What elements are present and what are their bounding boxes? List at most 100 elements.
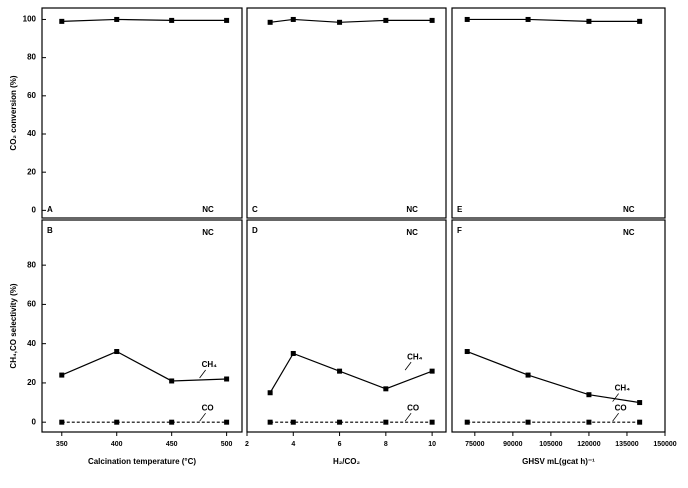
- y-tick-label: 0: [32, 417, 37, 426]
- marker: [383, 419, 389, 425]
- marker: [383, 386, 389, 392]
- series-line: [466, 350, 640, 404]
- label-leader: [199, 412, 206, 422]
- panel-label: F: [457, 226, 462, 235]
- x-tick-label: 150000: [653, 441, 676, 448]
- panel-label: B: [47, 226, 53, 235]
- label-leader: [612, 393, 619, 402]
- x-tick-label: 450: [166, 441, 178, 448]
- marker: [337, 19, 343, 25]
- panel-label: A: [47, 205, 53, 214]
- marker: [169, 419, 175, 425]
- marker: [586, 419, 592, 425]
- y-tick-label: 20: [27, 378, 36, 387]
- marker: [114, 419, 120, 425]
- y-tick-label: 60: [27, 91, 36, 100]
- x-tick-label: 105000: [539, 441, 562, 448]
- y-tick-label: 100: [23, 15, 37, 24]
- x-tick-label: 10: [428, 441, 436, 448]
- x-axis-label: Calcination temperature (°C): [88, 457, 196, 466]
- panel-frame: [41, 219, 243, 433]
- series-line: [467, 18, 640, 22]
- annotation: NC: [623, 205, 635, 214]
- marker: [169, 378, 175, 384]
- marker: [586, 18, 592, 24]
- marker: [637, 18, 643, 24]
- marker: [337, 368, 343, 374]
- panel-label: E: [457, 205, 463, 214]
- y-tick-label: 20: [27, 167, 36, 176]
- x-tick-label: 500: [221, 441, 233, 448]
- marker: [59, 18, 65, 24]
- panel-frame: [246, 219, 447, 433]
- x-tick-label: 120000: [577, 441, 600, 448]
- series-label: CH₄: [615, 384, 631, 393]
- marker: [525, 16, 531, 22]
- marker: [464, 349, 470, 355]
- y-tick-label: 40: [27, 339, 36, 348]
- marker: [59, 372, 65, 378]
- y-axis-label: CH₄,CO selectivity (%): [9, 283, 18, 369]
- x-tick-label: 400: [111, 441, 123, 448]
- annotation: NC: [202, 228, 214, 237]
- marker: [59, 419, 65, 425]
- x-tick-label: 90000: [503, 441, 523, 448]
- x-tick-label: 350: [56, 441, 68, 448]
- marker: [290, 16, 296, 22]
- y-tick-label: 40: [27, 129, 36, 138]
- annotation: NC: [623, 228, 635, 237]
- panel-label: C: [252, 205, 258, 214]
- x-tick-label: 135000: [615, 441, 638, 448]
- marker: [429, 368, 435, 374]
- x-tick-label: 75000: [465, 441, 485, 448]
- annotation: NC: [202, 205, 214, 214]
- y-axis-label: CO₂ conversion (%): [9, 75, 18, 150]
- annotation: NC: [406, 228, 418, 237]
- marker: [169, 17, 175, 23]
- marker: [464, 419, 470, 425]
- label-leader: [612, 412, 619, 422]
- panel-frame: [451, 7, 666, 219]
- series-line: [61, 18, 227, 22]
- marker: [224, 419, 230, 425]
- marker: [290, 350, 296, 356]
- series-label: CH₄: [407, 352, 423, 361]
- marker: [224, 17, 230, 23]
- marker: [114, 16, 120, 22]
- label-leader: [404, 361, 412, 371]
- marker: [586, 392, 592, 398]
- y-tick-label: 80: [27, 53, 36, 62]
- y-tick-label: 80: [27, 260, 36, 269]
- marker: [383, 17, 389, 23]
- label-leader: [199, 369, 206, 379]
- marker: [525, 372, 531, 378]
- marker: [637, 400, 643, 406]
- marker: [114, 349, 120, 355]
- marker: [337, 419, 343, 425]
- series-label: CH₄: [202, 360, 218, 369]
- marker: [267, 419, 273, 425]
- marker: [224, 376, 230, 382]
- x-tick-label: 2: [245, 441, 249, 448]
- marker: [267, 390, 273, 396]
- label-leader: [404, 412, 412, 422]
- x-axis-label: H₂/CO₂: [333, 457, 361, 466]
- panel-frame: [41, 7, 243, 219]
- x-tick-label: 4: [291, 441, 295, 448]
- x-tick-label: 6: [338, 441, 342, 448]
- y-tick-label: 0: [32, 205, 37, 214]
- series-label: CO: [407, 403, 419, 412]
- marker: [464, 16, 470, 22]
- marker: [525, 419, 531, 425]
- series-label: CO: [202, 403, 214, 412]
- x-axis-label: GHSV mL(gcat h)⁻¹: [522, 457, 595, 466]
- marker: [290, 419, 296, 425]
- panel-frame: [246, 7, 447, 219]
- marker: [429, 17, 435, 23]
- annotation: NC: [406, 205, 418, 214]
- marker: [429, 419, 435, 425]
- x-tick-label: 8: [384, 441, 388, 448]
- marker: [267, 19, 273, 25]
- series-label: CO: [615, 403, 627, 412]
